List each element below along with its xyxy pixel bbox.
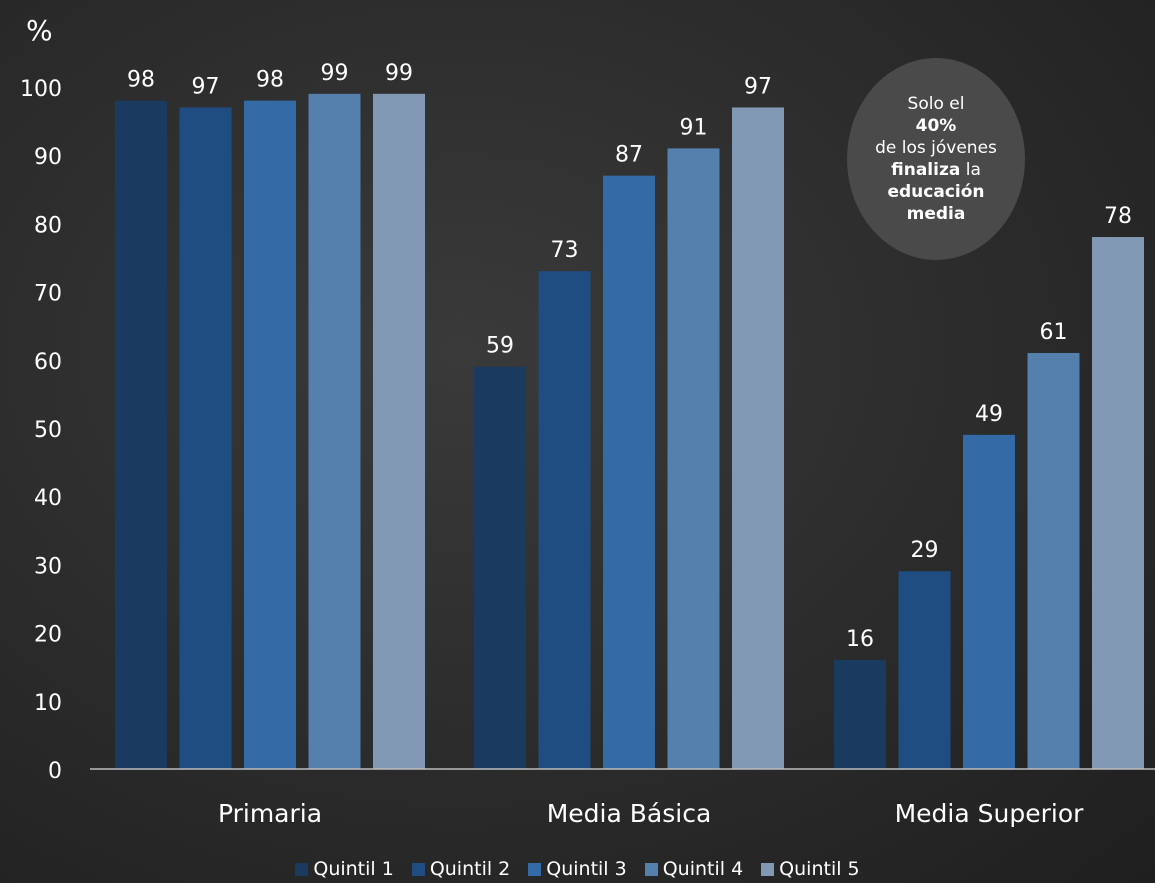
legend-label: Quintil 4 [662,858,744,880]
bar [179,107,232,769]
bar-value-label: 87 [615,143,643,168]
bar-value-label: 61 [1040,320,1068,345]
y-tick-label: 0 [48,759,62,784]
legend-item-quintil-4: Quintil 4 [644,858,744,880]
bar-value-label: 78 [1104,204,1132,229]
bars-group [115,93,1144,770]
y-tick-label: 30 [34,554,62,579]
bar-value-label: 98 [127,68,155,93]
bar [115,100,167,769]
legend-swatch [411,862,425,876]
legend-item-quintil-3: Quintil 3 [528,858,627,880]
annotation-line-4: finaliza la [891,159,981,181]
category-label: Media Básica [547,799,712,828]
category-labels-group: Primaria Media Básica Media Superior [218,799,1084,828]
bar-value-label: 97 [192,74,220,99]
bar [373,93,425,769]
category-label: Primaria [218,799,322,828]
bar-value-label: 73 [551,238,579,263]
bar [1027,352,1080,769]
legend-swatch [295,862,309,876]
y-tick-label: 80 [34,213,62,238]
bar [474,366,526,769]
legend-label: Quintil 5 [779,858,860,880]
annotation-line-5: educación [887,182,985,202]
bar-value-label: 91 [680,115,708,140]
annotation-badge: Solo el 40% de los jóvenes finaliza la e… [847,58,1025,260]
y-tick-label: 70 [34,282,62,307]
y-tick-label: 20 [34,623,62,648]
annotation-line-1: Solo el [907,94,965,114]
legend-swatch [644,862,658,876]
bar-value-label: 59 [486,334,514,359]
y-tick-label: 90 [34,145,62,170]
bar-value-label: 29 [911,538,939,563]
bar [732,107,784,769]
bar [308,93,361,769]
annotation-line-3: de los jóvenes [875,138,997,158]
value-labels-group: 98 97 98 99 99 59 73 87 91 97 16 29 49 61 78 [127,61,1132,652]
annotation-bold-word: finaliza [891,160,961,180]
annotation-percent: 40% [915,116,957,136]
bar [963,434,1015,769]
legend-swatch [528,862,542,876]
bar [244,100,296,769]
y-axis-ticks: 0 10 20 30 40 50 60 70 80 90 100 [20,77,62,784]
bar [667,148,720,769]
bar [1092,237,1144,770]
legend-label: Quintil 2 [429,858,511,880]
y-tick-label: 50 [34,418,62,443]
y-tick-label: 10 [34,691,62,716]
legend-swatch [761,862,775,876]
y-axis-unit-label: % [26,14,53,47]
legend-item-quintil-1: Quintil 1 [295,858,394,880]
legend-label: Quintil 1 [313,858,394,880]
legend: Quintil 1 Quintil 2 Quintil 3 Quintil 4 … [0,858,1155,880]
annotation-line-4-rest: la [960,160,981,180]
legend-label: Quintil 3 [546,858,627,880]
bar [603,175,655,769]
bar-value-label: 99 [321,61,349,86]
y-tick-label: 40 [34,486,62,511]
annotation-line-6: media [906,204,966,224]
bar [538,271,591,769]
bar-value-label: 16 [846,627,874,652]
legend-item-quintil-2: Quintil 2 [411,858,511,880]
y-tick-label: 60 [34,350,62,375]
bar [898,571,951,769]
bar-value-label: 49 [975,402,1003,427]
category-label: Media Superior [895,799,1085,828]
bar-value-label: 97 [744,74,772,99]
bar [834,659,886,769]
legend-item-quintil-5: Quintil 5 [761,858,860,880]
bar-value-label: 99 [385,61,413,86]
y-tick-label: 100 [20,77,62,102]
bar-value-label: 98 [256,68,284,93]
